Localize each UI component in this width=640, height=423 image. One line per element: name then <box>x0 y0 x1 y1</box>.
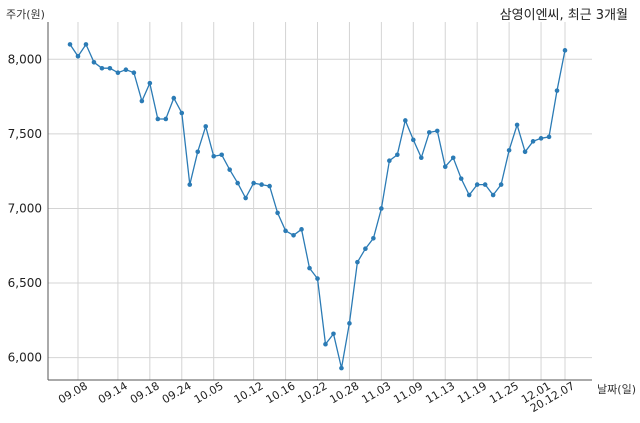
data-point <box>267 183 272 189</box>
data-point <box>195 149 201 155</box>
data-point <box>418 155 424 161</box>
data-point <box>75 54 81 59</box>
data-point <box>379 206 384 211</box>
data-point <box>538 136 544 141</box>
data-point <box>155 116 161 122</box>
data-point <box>562 48 568 53</box>
x-tick-label: 09.24 <box>160 379 194 406</box>
x-axis-label: 날짜(일) <box>597 383 636 396</box>
axes <box>47 22 592 381</box>
y-tick-label: 6,000 <box>8 351 42 365</box>
data-point <box>203 124 209 129</box>
data-point <box>283 228 288 234</box>
data-point <box>371 235 376 241</box>
data-point <box>355 259 360 265</box>
data-point <box>506 147 512 153</box>
data-point <box>299 227 304 232</box>
y-axis-label: 주가(원) <box>6 8 45 21</box>
x-tick-label: 11.19 <box>455 379 489 406</box>
data-point <box>179 110 185 116</box>
data-point <box>243 195 248 201</box>
data-point <box>219 152 224 158</box>
data-point <box>131 70 137 76</box>
data-point <box>482 182 488 187</box>
data-point <box>514 122 520 128</box>
data-point <box>323 341 328 347</box>
data-point <box>139 98 145 104</box>
data-point <box>546 134 552 140</box>
y-tick-label: 6,500 <box>8 276 42 290</box>
x-tick-label: 09.18 <box>128 379 162 406</box>
data-point <box>490 192 496 198</box>
data-point <box>347 321 352 326</box>
data-point <box>235 180 240 186</box>
data-point <box>339 365 344 371</box>
y-tick-label: 8,000 <box>8 52 42 66</box>
x-tick-label: 09.08 <box>56 379 90 406</box>
data-point <box>147 80 153 86</box>
data-point <box>211 153 217 159</box>
data-point <box>554 88 560 93</box>
data-point <box>363 246 368 252</box>
data-point <box>442 164 448 169</box>
data-point <box>522 149 528 155</box>
data-point <box>171 95 177 101</box>
x-tick-label: 10.28 <box>328 379 362 406</box>
data-point <box>115 70 121 76</box>
data-point <box>307 265 312 271</box>
data-point <box>107 65 113 71</box>
data-point <box>123 67 129 73</box>
data-point <box>466 192 472 198</box>
data-point <box>331 331 336 337</box>
x-tick-label: 10.16 <box>264 379 298 406</box>
data-point <box>426 130 432 135</box>
x-tick-label: 10.05 <box>192 379 226 406</box>
data-point <box>411 137 416 143</box>
data-point <box>67 42 73 47</box>
data-point <box>458 176 464 181</box>
data-point <box>251 180 256 186</box>
data-point <box>291 233 296 238</box>
data-point <box>259 182 264 187</box>
data-point <box>450 155 456 161</box>
data-point <box>474 182 480 187</box>
data-point <box>99 65 105 71</box>
x-tick-label: 10.22 <box>296 379 330 406</box>
data-point <box>403 118 408 123</box>
x-tick-label: 11.09 <box>391 379 425 406</box>
horizontal-gridlines <box>48 58 592 359</box>
data-point <box>91 59 97 65</box>
x-tick-label: 09.14 <box>96 379 130 406</box>
data-point <box>530 139 536 144</box>
data-point <box>163 116 169 122</box>
y-tick-labels: 6,000 6,500 7,000 7,500 8,000 <box>8 52 42 364</box>
y-tick-label: 7,500 <box>8 127 42 141</box>
data-point <box>498 182 504 187</box>
series-layer <box>67 42 568 371</box>
data-point <box>395 152 400 158</box>
chart-title: 삼영이엔씨, 최근 3개월 <box>499 8 628 23</box>
x-tick-label: 11.03 <box>359 379 393 406</box>
data-point <box>387 158 392 164</box>
x-tick-label: 11.13 <box>423 379 457 406</box>
data-point <box>275 210 280 216</box>
x-tick-label: 11.25 <box>487 379 521 406</box>
y-tick-label: 7,000 <box>8 201 42 215</box>
data-point <box>434 128 440 134</box>
data-point <box>315 276 320 281</box>
data-point <box>187 182 193 187</box>
data-point <box>227 167 232 172</box>
data-point <box>83 42 89 47</box>
x-tick-label: 10.12 <box>232 379 266 406</box>
vertical-gridlines <box>77 22 566 380</box>
